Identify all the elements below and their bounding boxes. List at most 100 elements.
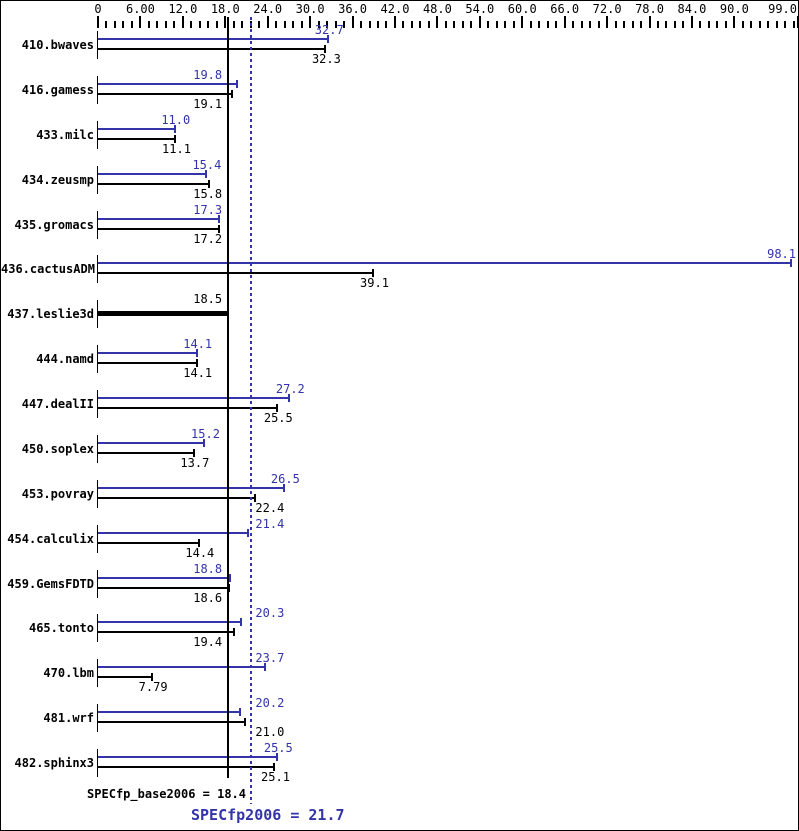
base-bar-end-cap xyxy=(244,718,247,726)
row-axis-bracket xyxy=(97,121,98,149)
row-axis-bracket xyxy=(97,166,98,194)
base-value-label: 14.1 xyxy=(183,366,213,380)
benchmark-label: 450.soplex xyxy=(21,442,94,456)
base-bar-end-cap xyxy=(197,539,200,547)
axis-major-tick xyxy=(478,16,481,28)
axis-major-tick xyxy=(606,16,609,28)
peak-bar xyxy=(98,83,238,85)
axis-minor-tick xyxy=(444,21,447,28)
axis-tick-label: 24.0 xyxy=(253,2,283,16)
peak-bar xyxy=(98,666,266,668)
axis-minor-tick xyxy=(741,21,744,28)
benchmark-label: 444.namd xyxy=(36,352,94,366)
base-bar-end-cap xyxy=(324,45,327,53)
axis-major-tick xyxy=(393,16,396,28)
base-value-label: 14.4 xyxy=(185,546,215,560)
base-value-label: 19.4 xyxy=(193,635,223,649)
axis-minor-tick xyxy=(555,21,558,28)
peak-value-label: 15.4 xyxy=(192,158,222,172)
axis-tick-label: 36.0 xyxy=(338,2,367,16)
row-axis-bracket xyxy=(97,390,98,418)
row-axis-bracket xyxy=(97,31,98,59)
peak-bar-end-cap xyxy=(228,574,231,582)
axis-minor-tick xyxy=(546,21,549,28)
axis-minor-tick xyxy=(716,21,719,28)
axis-minor-tick xyxy=(402,21,405,28)
base-bar xyxy=(98,138,177,140)
axis-major-tick xyxy=(796,16,798,28)
base-bar xyxy=(98,228,220,230)
axis-minor-tick xyxy=(495,21,498,28)
row-axis-bracket xyxy=(97,614,98,642)
base-bar xyxy=(98,48,327,50)
axis-minor-tick xyxy=(334,21,337,28)
peak-value-label: 15.2 xyxy=(191,427,220,441)
axis-minor-tick xyxy=(792,21,795,28)
row-axis-bracket xyxy=(97,435,98,463)
axis-minor-tick xyxy=(275,21,278,28)
base-bar-end-cap xyxy=(192,449,195,457)
axis-minor-tick xyxy=(427,21,430,28)
axis-minor-tick xyxy=(419,21,422,28)
peak-bar xyxy=(98,711,241,713)
row-axis-bracket xyxy=(97,659,98,687)
axis-minor-tick xyxy=(164,21,167,28)
axis-minor-tick xyxy=(597,21,600,28)
axis-minor-tick xyxy=(767,21,770,28)
peak-value-label: 98.1 xyxy=(767,247,797,261)
peak-bar-end-cap xyxy=(204,170,207,178)
axis-major-tick xyxy=(436,16,439,28)
base-value-label: 13.7 xyxy=(180,456,210,470)
axis-minor-tick xyxy=(623,21,626,28)
axis-minor-tick xyxy=(453,21,456,28)
axis-tick-label: 0 xyxy=(94,2,102,16)
peak-reference-line xyxy=(250,17,253,804)
base-bar-end-cap xyxy=(174,135,177,143)
base-bar xyxy=(98,272,375,274)
peak-bar xyxy=(98,218,221,220)
axis-minor-tick xyxy=(360,21,363,28)
axis-major-tick xyxy=(690,16,693,28)
axis-major-tick xyxy=(97,16,99,28)
base-bar xyxy=(98,452,195,454)
base-bar xyxy=(98,676,154,678)
peak-bar-end-cap xyxy=(276,753,279,761)
peak-bar-end-cap xyxy=(218,215,221,223)
base-bar xyxy=(98,183,210,185)
base-bar-end-cap xyxy=(372,269,375,277)
benchmark-label: 465.tonto xyxy=(28,621,94,635)
benchmark-label: 482.sphinx3 xyxy=(14,756,94,770)
benchmark-label: 435.gromacs xyxy=(14,218,94,232)
axis-minor-tick xyxy=(105,21,108,28)
axis-major-tick xyxy=(181,16,184,28)
benchmark-label: 447.dealII xyxy=(21,397,94,411)
peak-bar xyxy=(98,173,207,175)
base-bar xyxy=(98,362,198,364)
axis-minor-tick xyxy=(122,21,125,28)
axis-major-tick xyxy=(648,16,651,28)
benchmark-label: 437.leslie3d xyxy=(7,307,94,321)
axis-tick-label: 42.0 xyxy=(380,2,410,16)
peak-bar-end-cap xyxy=(283,484,286,492)
axis-minor-tick xyxy=(758,21,761,28)
base-bar-end-cap xyxy=(207,180,210,188)
base-value-label: 39.1 xyxy=(360,276,389,290)
base-bar xyxy=(98,407,279,409)
axis-minor-tick xyxy=(113,21,116,28)
base-value-label: 21.0 xyxy=(255,725,285,739)
base-value-label: 18.5 xyxy=(193,292,223,306)
axis-minor-tick xyxy=(410,21,413,28)
row-axis-bracket xyxy=(97,749,98,777)
peak-value-label: 26.5 xyxy=(270,472,300,486)
row-axis-bracket xyxy=(97,300,98,328)
peak-bar xyxy=(98,487,286,489)
peak-value-label: 14.1 xyxy=(183,337,213,351)
base-value-label: 17.2 xyxy=(193,232,223,246)
row-axis-bracket xyxy=(97,211,98,239)
peak-value-label: 20.2 xyxy=(255,696,285,710)
axis-minor-tick xyxy=(538,21,541,28)
benchmark-label: 453.povray xyxy=(21,487,94,501)
benchmark-label: 433.milc xyxy=(36,128,94,142)
base-value-label: 32.3 xyxy=(311,52,341,66)
axis-tick-label: 66.0 xyxy=(550,2,580,16)
